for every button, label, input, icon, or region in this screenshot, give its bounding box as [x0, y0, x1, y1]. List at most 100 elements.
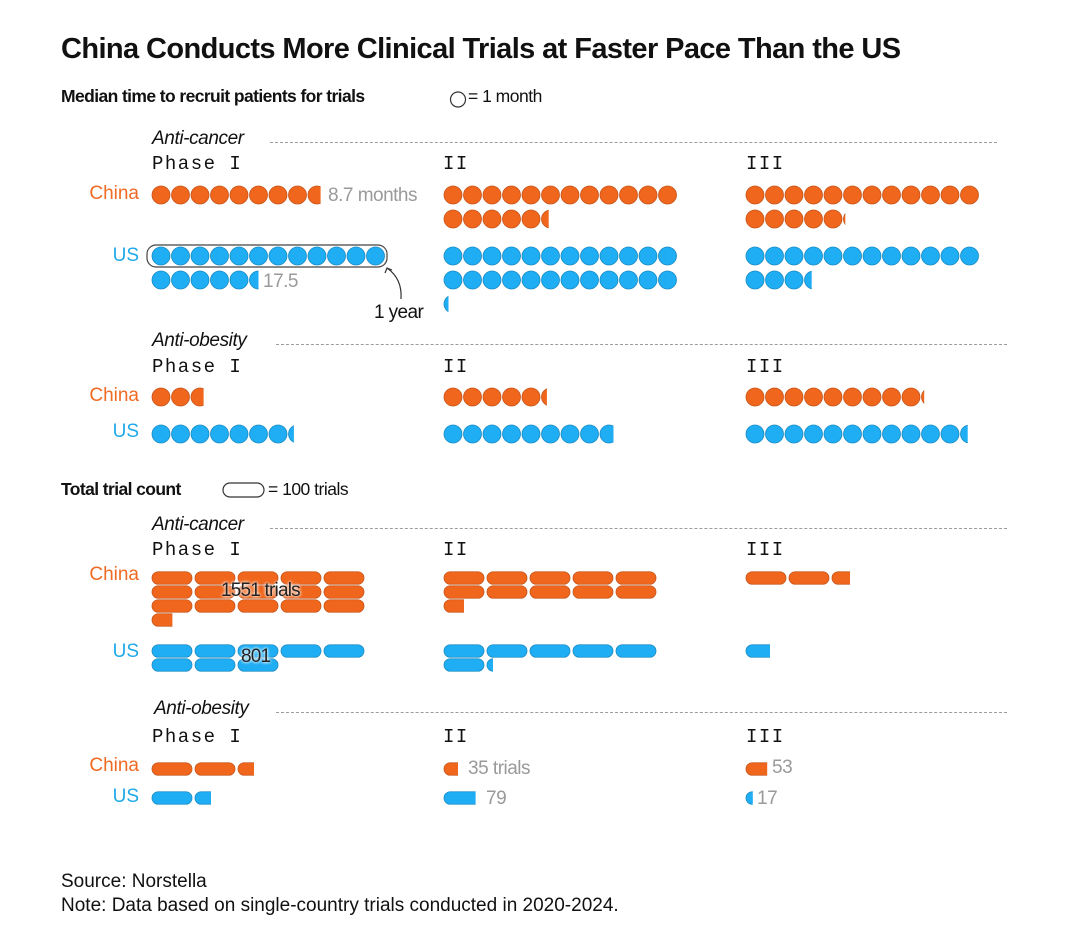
phase-label-2: II [443, 356, 469, 378]
trial-pill [237, 599, 279, 613]
month-partial-circle [443, 295, 449, 313]
month-circle [882, 246, 901, 266]
month-circle [541, 246, 560, 266]
trial-partial-pill [237, 762, 254, 776]
month-circle [921, 246, 940, 266]
month-circle [171, 185, 190, 205]
phase-label-3: III [746, 153, 785, 175]
month-circle [804, 424, 823, 444]
month-circle [823, 246, 843, 266]
month-circle [463, 209, 482, 229]
month-circle [882, 185, 901, 205]
phase-label-3: III [746, 356, 785, 378]
month-circle [541, 424, 560, 444]
circle-legend-icon [449, 91, 467, 108]
trial-pill [280, 571, 322, 585]
trial-pill [151, 599, 193, 613]
month-circle [463, 246, 482, 266]
month-circle [249, 185, 268, 205]
month-circle [658, 246, 677, 266]
month-partial-circle [921, 390, 925, 404]
month-circle [560, 270, 580, 290]
trial-pill [529, 644, 571, 658]
country-label-us: US [112, 421, 139, 442]
month-circle [921, 424, 940, 444]
month-circle [249, 246, 268, 266]
month-circle [151, 424, 171, 444]
month-circle [151, 185, 171, 205]
month-circle [521, 246, 541, 266]
value-label-us-months: 17.5 [263, 271, 298, 292]
month-circle [580, 246, 599, 266]
month-circle [210, 424, 229, 444]
month-circle [307, 246, 327, 266]
month-circle [599, 270, 619, 290]
month-circle [745, 185, 765, 205]
month-circle [765, 270, 784, 290]
month-circle [171, 270, 190, 290]
value-label-china-cancer-trials: 1551 trials [221, 580, 301, 601]
month-circle [190, 185, 210, 205]
trial-pill [788, 571, 830, 585]
month-circle [658, 270, 677, 290]
month-circle [171, 246, 190, 266]
source-note: Source: Norstella [61, 871, 207, 892]
month-circle [560, 424, 580, 444]
trial-partial-pill [831, 571, 850, 585]
group-label-anti-cancer-count: Anti-cancer [152, 514, 244, 535]
month-circle [327, 246, 346, 266]
trial-pill [443, 571, 485, 585]
trial-pill [486, 571, 528, 585]
phase-label-1: Phase I [152, 356, 243, 378]
trial-pill [194, 585, 236, 599]
value-label-us-obesity-p3: 17 [757, 788, 778, 809]
trial-partial-pill [443, 791, 476, 805]
month-circle [171, 387, 190, 407]
month-circle [190, 424, 210, 444]
divider-anti-cancer-recruit [270, 142, 997, 143]
month-circle [288, 185, 307, 205]
month-circle [268, 424, 288, 444]
month-circle [482, 209, 502, 229]
month-circle [482, 270, 502, 290]
data-note: Note: Data based on single-country trial… [61, 895, 619, 916]
month-circle [190, 270, 210, 290]
trial-pill [529, 571, 571, 585]
trial-pill [151, 658, 193, 672]
phase-label-3: III [746, 726, 785, 748]
trial-pill [151, 585, 193, 599]
month-circle [921, 185, 940, 205]
country-label-china: China [89, 755, 139, 776]
count-section-heading: Total trial count [61, 479, 181, 499]
month-circle [901, 185, 921, 205]
trial-partial-pill [745, 791, 753, 805]
month-circle [443, 246, 463, 266]
month-circle [210, 270, 229, 290]
trial-pill [615, 571, 657, 585]
phase-label-1: Phase I [152, 539, 243, 561]
annotation-arrow [386, 267, 402, 300]
month-circle [560, 185, 580, 205]
circle-legend-label: = 1 month [468, 86, 542, 106]
month-circle [482, 424, 502, 444]
trial-pill [194, 644, 236, 658]
month-circle [443, 424, 463, 444]
country-label-us: US [112, 786, 139, 807]
month-circle [463, 424, 482, 444]
one-year-highlight-box [146, 244, 388, 268]
trial-pill [237, 571, 279, 585]
trial-pill [745, 571, 787, 585]
month-circle [210, 246, 229, 266]
month-circle [502, 387, 521, 407]
month-circle [882, 424, 901, 444]
trial-pill [280, 644, 322, 658]
trial-pill [323, 585, 365, 599]
trial-pill [615, 585, 657, 599]
pill-legend-icon [222, 482, 265, 498]
month-circle [229, 424, 249, 444]
month-circle [541, 270, 560, 290]
month-circle [843, 246, 862, 266]
month-circle [638, 270, 658, 290]
month-circle [502, 270, 521, 290]
